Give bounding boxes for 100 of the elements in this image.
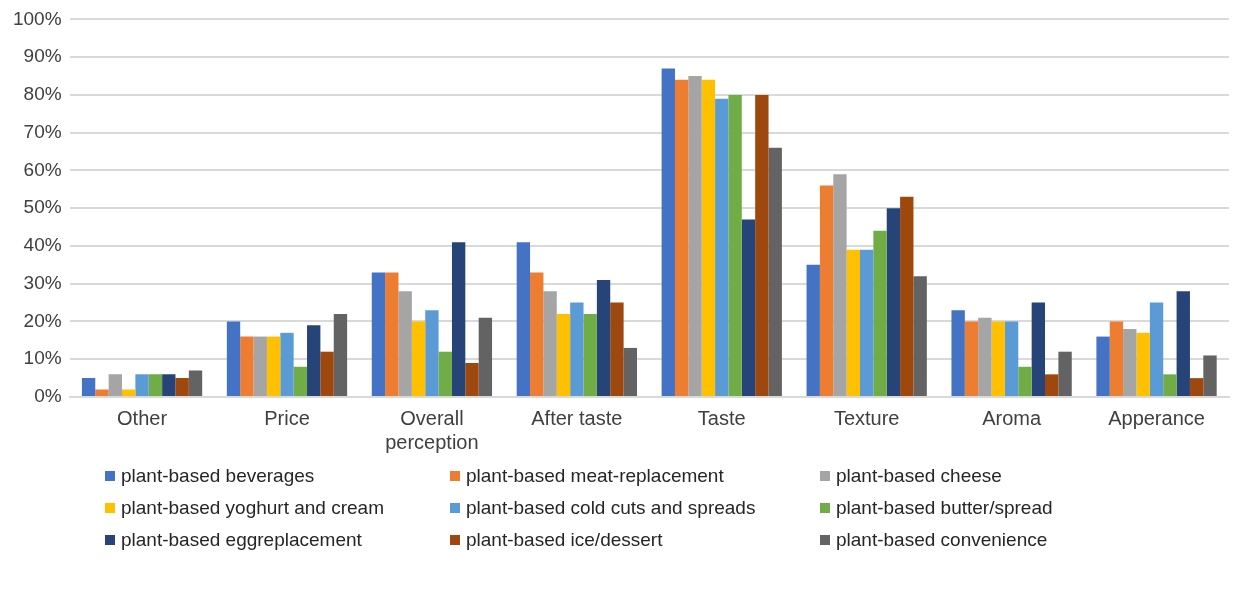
x-tick-label: Aroma	[982, 406, 1042, 429]
bar	[81, 378, 96, 396]
bar	[320, 351, 334, 396]
y-tick-label: 90%	[23, 45, 62, 67]
bar	[398, 291, 412, 396]
bar	[1058, 351, 1072, 396]
bar	[1123, 329, 1137, 396]
bar	[819, 185, 834, 396]
bar	[570, 302, 584, 396]
bar	[833, 174, 847, 396]
bar	[1004, 321, 1019, 396]
x-tick-label: Taste	[697, 406, 746, 429]
y-tick-label: 80%	[23, 83, 62, 105]
y-tick-label: 70%	[23, 120, 62, 142]
bar	[661, 68, 675, 396]
bar	[175, 378, 189, 396]
bar	[701, 79, 716, 396]
y-tick-label: 50%	[23, 196, 62, 218]
bar	[991, 321, 1005, 396]
y-tick-label: 0%	[34, 385, 62, 407]
bar	[465, 363, 479, 396]
bar	[307, 325, 321, 396]
bar	[1096, 336, 1110, 396]
bar	[1203, 355, 1217, 396]
y-tick-label: 30%	[23, 271, 62, 293]
bar	[623, 347, 637, 396]
bar	[900, 196, 914, 396]
bar	[478, 317, 493, 396]
x-tick-label: Apperance	[1108, 406, 1205, 429]
bar	[913, 276, 927, 396]
legend-label: plant-based yoghurt and cream	[121, 497, 384, 519]
bar	[95, 389, 109, 396]
legend-label: plant-based eggreplacement	[121, 529, 362, 551]
bar	[741, 219, 756, 396]
bar	[1109, 321, 1124, 396]
legend-label: plant-based ice/dessert	[466, 529, 663, 551]
bar	[1018, 366, 1032, 396]
bar	[411, 321, 426, 396]
bar	[122, 389, 136, 396]
bar	[688, 76, 702, 396]
bar	[1176, 291, 1190, 396]
y-tick-label: 100%	[12, 7, 62, 29]
x-tick-label: Texture	[833, 406, 900, 429]
legend-label: plant-based butter/spread	[836, 497, 1053, 519]
bar	[728, 94, 742, 396]
x-tick-label: After taste	[531, 406, 623, 429]
bar	[886, 208, 901, 396]
bar	[1189, 378, 1204, 396]
bar	[964, 321, 979, 396]
x-tick-label: Overall perception	[385, 406, 479, 453]
bar	[266, 336, 281, 396]
legend-label: plant-based beverages	[121, 465, 315, 487]
bar	[1149, 302, 1164, 396]
legend-label: plant-based cold cuts and spreads	[466, 497, 756, 519]
bar	[951, 310, 965, 396]
bar	[135, 374, 149, 396]
bar	[516, 242, 531, 396]
bar	[806, 264, 820, 396]
bar	[768, 147, 782, 396]
x-tick-label: Price	[264, 406, 310, 429]
bar	[385, 272, 399, 396]
bar	[1163, 374, 1177, 396]
bar	[1031, 302, 1046, 396]
legend-label: plant-based meat-replacement	[466, 465, 724, 487]
bar	[860, 249, 874, 396]
bar	[846, 249, 860, 396]
y-tick-label: 20%	[23, 309, 62, 331]
bar	[371, 272, 386, 396]
x-tick-label: Other	[117, 406, 168, 429]
bar	[755, 94, 769, 396]
legend-label: plant-based convenience	[836, 529, 1048, 551]
bar	[674, 79, 689, 396]
bar	[1045, 374, 1059, 396]
bar	[162, 374, 176, 396]
bar	[583, 313, 597, 396]
bar	[530, 272, 544, 396]
bar	[148, 374, 163, 396]
bar	[438, 351, 452, 396]
legend-label: plant-based cheese	[836, 465, 1002, 487]
bar	[596, 279, 611, 396]
y-tick-label: 60%	[23, 158, 62, 180]
bar	[293, 366, 308, 396]
bar	[253, 336, 267, 396]
bar	[1136, 332, 1150, 396]
y-tick-label: 10%	[23, 347, 62, 369]
bar	[240, 336, 254, 396]
bar	[556, 313, 571, 396]
bar	[715, 98, 729, 396]
bar	[610, 302, 624, 396]
bar	[188, 370, 203, 396]
bar	[543, 291, 557, 396]
bar	[451, 242, 466, 396]
bar	[873, 230, 887, 396]
bar	[333, 313, 348, 396]
bar	[108, 374, 123, 396]
bar	[226, 321, 241, 396]
y-tick-label: 40%	[23, 234, 62, 256]
bar	[280, 332, 294, 396]
bar	[425, 310, 439, 396]
bar	[978, 317, 992, 396]
